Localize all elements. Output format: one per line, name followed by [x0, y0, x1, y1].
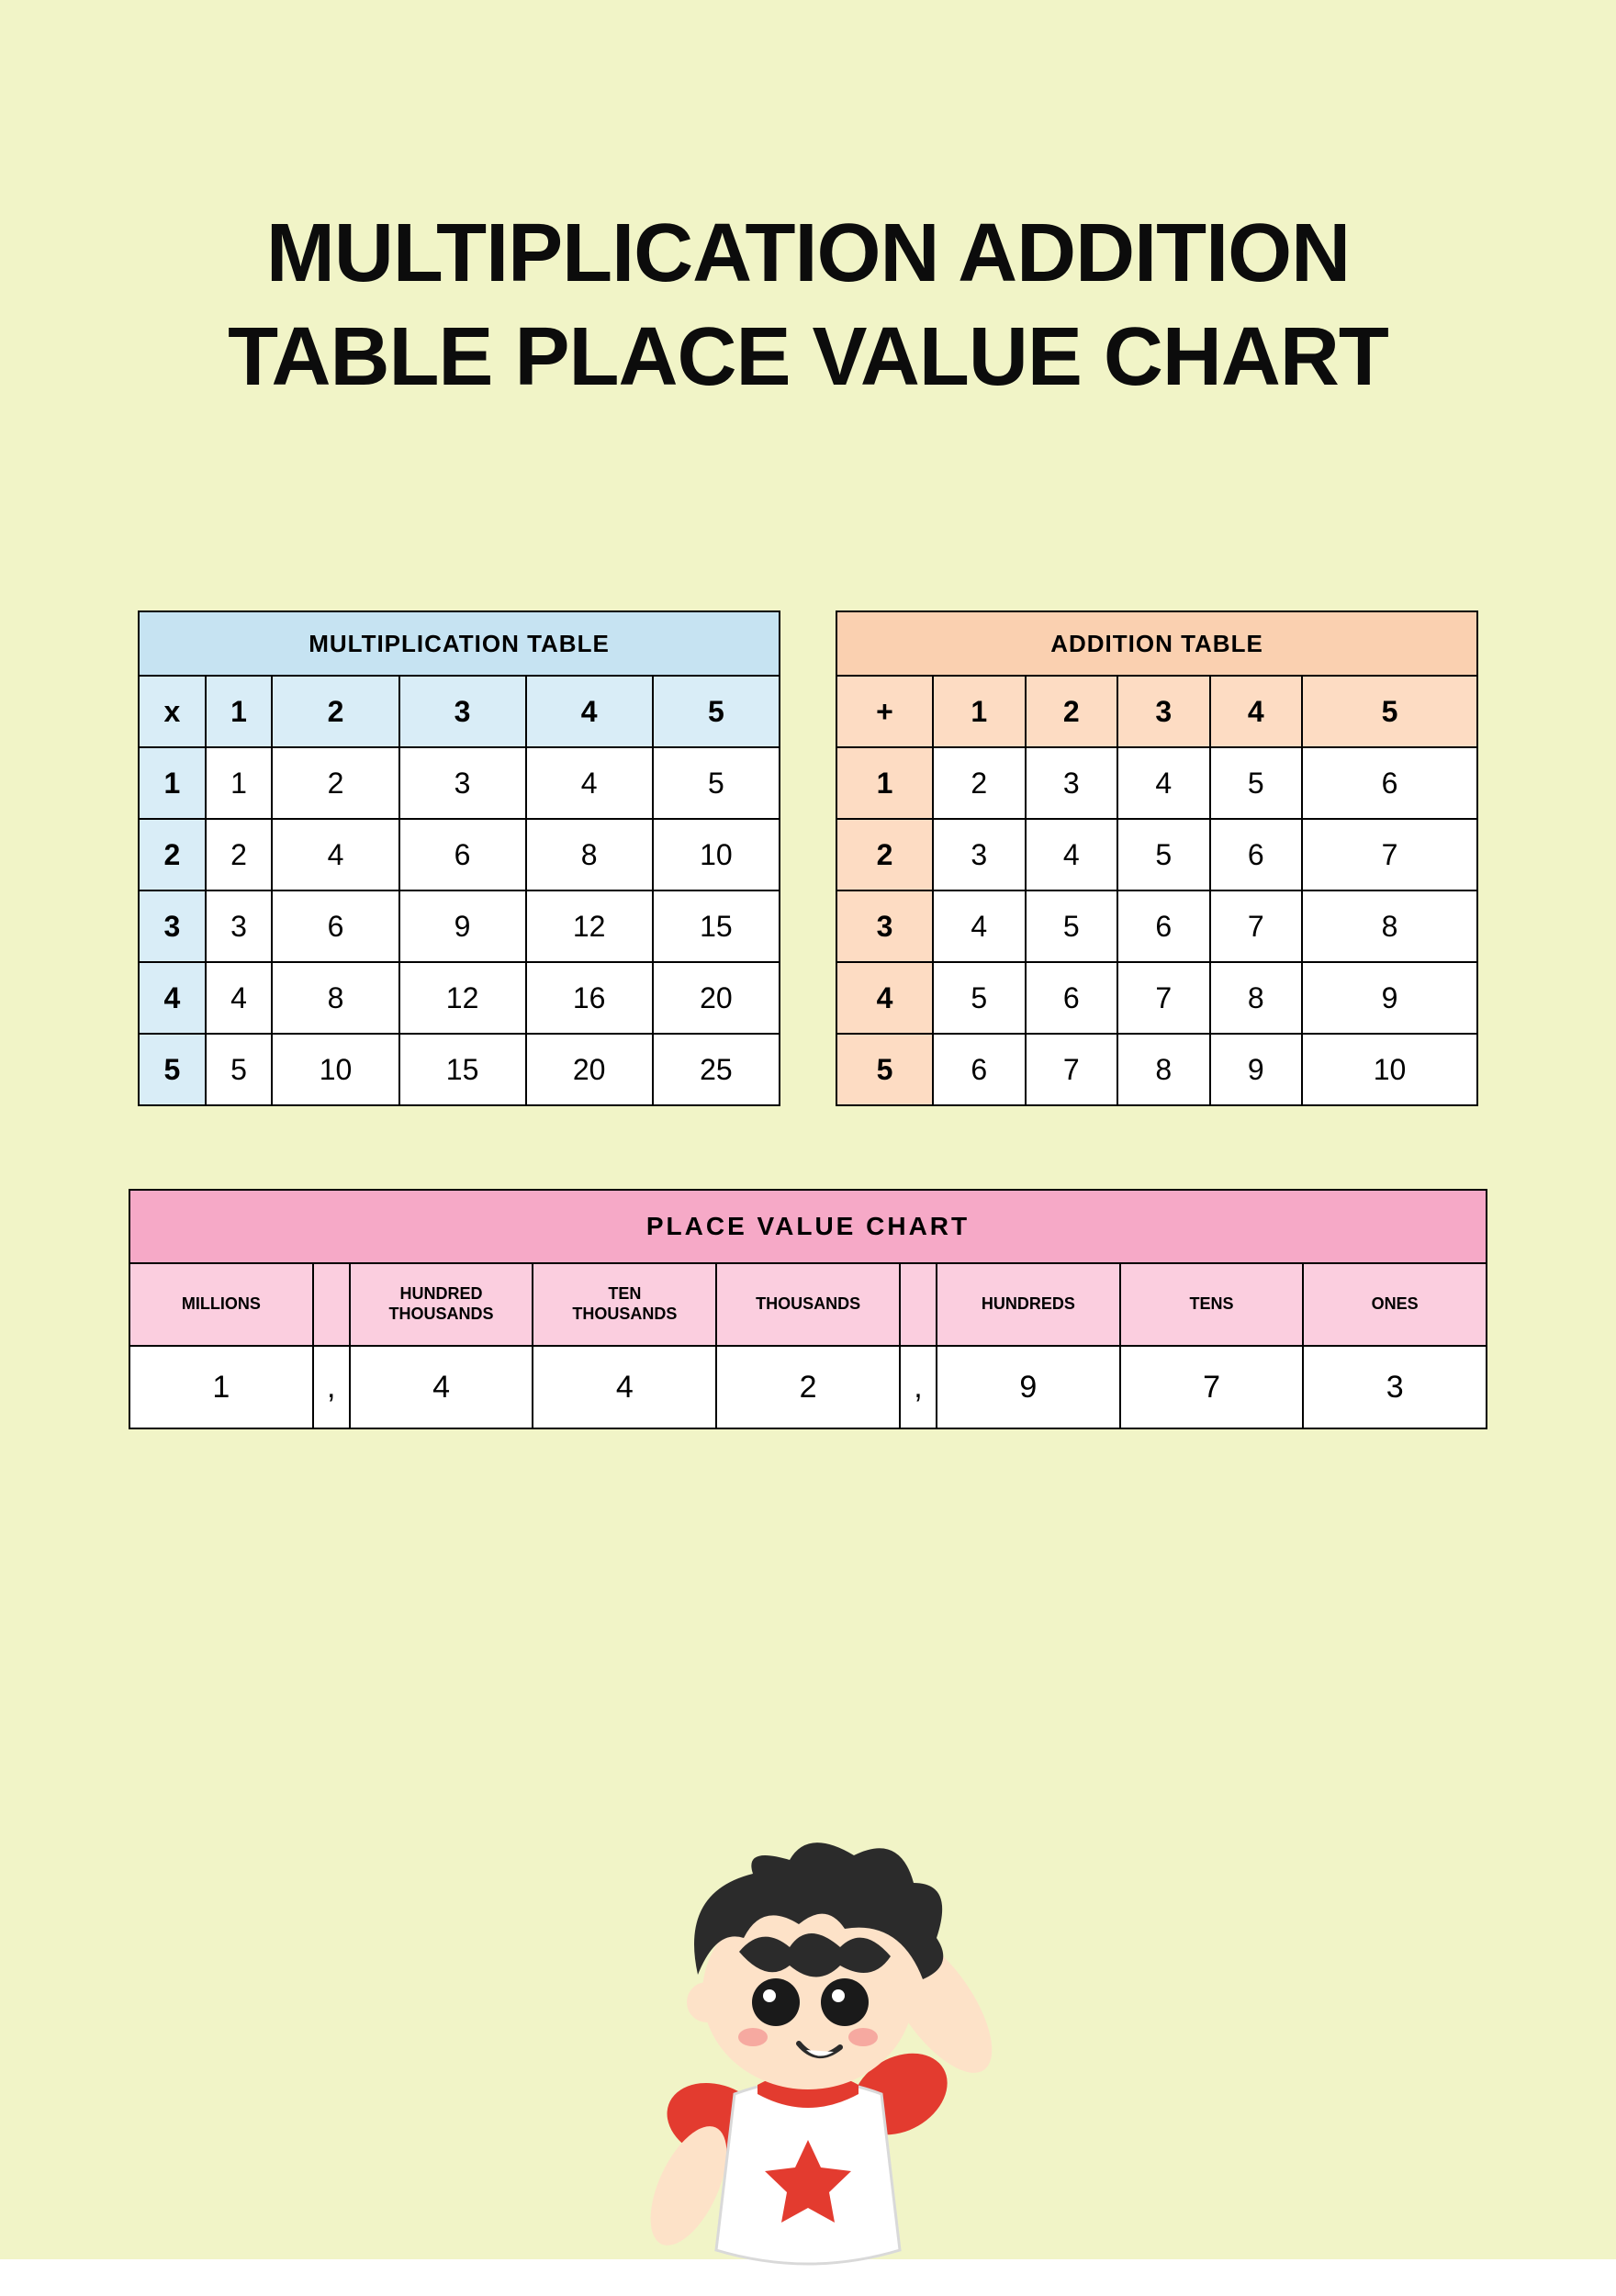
table-cell: 4: [1026, 819, 1118, 890]
pv-column-header: MILLIONS: [129, 1263, 313, 1346]
table-cell: 8: [272, 962, 398, 1034]
table-row-header: 1: [836, 747, 933, 819]
table-col-header: 4: [526, 676, 653, 747]
pv-column-header: THOUSANDS: [716, 1263, 900, 1346]
table-cell: 9: [1210, 1034, 1303, 1105]
pv-column-header: ONES: [1303, 1263, 1487, 1346]
table-cell: 20: [653, 962, 780, 1034]
table-cell: 16: [526, 962, 653, 1034]
table-col-header: 5: [653, 676, 780, 747]
table-col-header: 1: [933, 676, 1026, 747]
addition-title: ADDITION TABLE: [836, 611, 1477, 676]
table-cell: 6: [1210, 819, 1303, 890]
table-cell: 7: [1302, 819, 1477, 890]
pv-column-header: TENTHOUSANDS: [533, 1263, 716, 1346]
table-row-header: 5: [139, 1034, 206, 1105]
pv-value-cell: 9: [937, 1346, 1120, 1428]
table-cell: 7: [1210, 890, 1303, 962]
table-cell: 5: [1210, 747, 1303, 819]
pv-comma-header: [900, 1263, 937, 1346]
table-cell: 5: [933, 962, 1026, 1034]
table-corner: +: [836, 676, 933, 747]
table-cell: 9: [399, 890, 526, 962]
table-row-header: 4: [836, 962, 933, 1034]
table-cell: 4: [272, 819, 398, 890]
table-row-header: 1: [139, 747, 206, 819]
pv-comma-cell: ,: [900, 1346, 937, 1428]
page-title: MULTIPLICATION ADDITION TABLE PLACE VALU…: [129, 202, 1487, 409]
table-cell: 5: [1117, 819, 1210, 890]
table-row-header: 3: [139, 890, 206, 962]
table-col-header: 3: [399, 676, 526, 747]
table-row-header: 4: [139, 962, 206, 1034]
table-cell: 10: [653, 819, 780, 890]
pv-value-cell: 4: [533, 1346, 716, 1428]
table-cell: 5: [1026, 890, 1118, 962]
table-cell: 3: [1026, 747, 1118, 819]
table-cell: 6: [272, 890, 398, 962]
multiplication-table: MULTIPLICATION TABLE x123451123452246810…: [138, 610, 780, 1106]
table-cell: 4: [933, 890, 1026, 962]
table-cell: 8: [1117, 1034, 1210, 1105]
table-cell: 8: [526, 819, 653, 890]
table-cell: 1: [206, 747, 273, 819]
table-row-header: 3: [836, 890, 933, 962]
table-cell: 10: [272, 1034, 398, 1105]
table-cell: 3: [933, 819, 1026, 890]
table-cell: 5: [206, 1034, 273, 1105]
pv-value-cell: 1: [129, 1346, 313, 1428]
place-value-table: PLACE VALUE CHART MILLIONS HUNDREDTHOUSAN…: [129, 1189, 1487, 1429]
table-cell: 4: [206, 962, 273, 1034]
table-cell: 3: [206, 890, 273, 962]
table-row-header: 2: [836, 819, 933, 890]
table-col-header: 2: [272, 676, 398, 747]
pv-value-cell: 2: [716, 1346, 900, 1428]
table-cell: 2: [933, 747, 1026, 819]
table-cell: 12: [399, 962, 526, 1034]
place-value-title: PLACE VALUE CHART: [129, 1190, 1487, 1263]
table-cell: 8: [1210, 962, 1303, 1034]
table-col-header: 3: [1117, 676, 1210, 747]
table-cell: 3: [399, 747, 526, 819]
table-cell: 6: [933, 1034, 1026, 1105]
cartoon-kid-illustration: [569, 1819, 1047, 2296]
table-cell: 6: [1026, 962, 1118, 1034]
table-col-header: 4: [1210, 676, 1303, 747]
table-cell: 7: [1117, 962, 1210, 1034]
table-cell: 6: [1117, 890, 1210, 962]
pv-value-cell: 7: [1120, 1346, 1304, 1428]
table-row-header: 2: [139, 819, 206, 890]
table-cell: 9: [1302, 962, 1477, 1034]
table-cell: 2: [206, 819, 273, 890]
table-cell: 8: [1302, 890, 1477, 962]
table-cell: 15: [653, 890, 780, 962]
table-corner: x: [139, 676, 206, 747]
table-cell: 2: [272, 747, 398, 819]
table-col-header: 1: [206, 676, 273, 747]
multiplication-title: MULTIPLICATION TABLE: [139, 611, 780, 676]
table-row-header: 5: [836, 1034, 933, 1105]
table-cell: 25: [653, 1034, 780, 1105]
table-cell: 6: [1302, 747, 1477, 819]
pv-value-cell: 4: [350, 1346, 533, 1428]
pv-comma-cell: ,: [313, 1346, 350, 1428]
table-cell: 5: [653, 747, 780, 819]
table-cell: 6: [399, 819, 526, 890]
table-cell: 10: [1302, 1034, 1477, 1105]
table-cell: 7: [1026, 1034, 1118, 1105]
table-col-header: 2: [1026, 676, 1118, 747]
addition-table: ADDITION TABLE +123451234562345673456784…: [836, 610, 1478, 1106]
tables-row: MULTIPLICATION TABLE x123451123452246810…: [129, 610, 1487, 1106]
table-cell: 20: [526, 1034, 653, 1105]
pv-comma-header: [313, 1263, 350, 1346]
table-cell: 4: [526, 747, 653, 819]
pv-column-header: TENS: [1120, 1263, 1304, 1346]
table-col-header: 5: [1302, 676, 1477, 747]
table-cell: 12: [526, 890, 653, 962]
pv-value-cell: 3: [1303, 1346, 1487, 1428]
table-cell: 15: [399, 1034, 526, 1105]
pv-column-header: HUNDREDTHOUSANDS: [350, 1263, 533, 1346]
table-cell: 4: [1117, 747, 1210, 819]
pv-column-header: HUNDREDS: [937, 1263, 1120, 1346]
